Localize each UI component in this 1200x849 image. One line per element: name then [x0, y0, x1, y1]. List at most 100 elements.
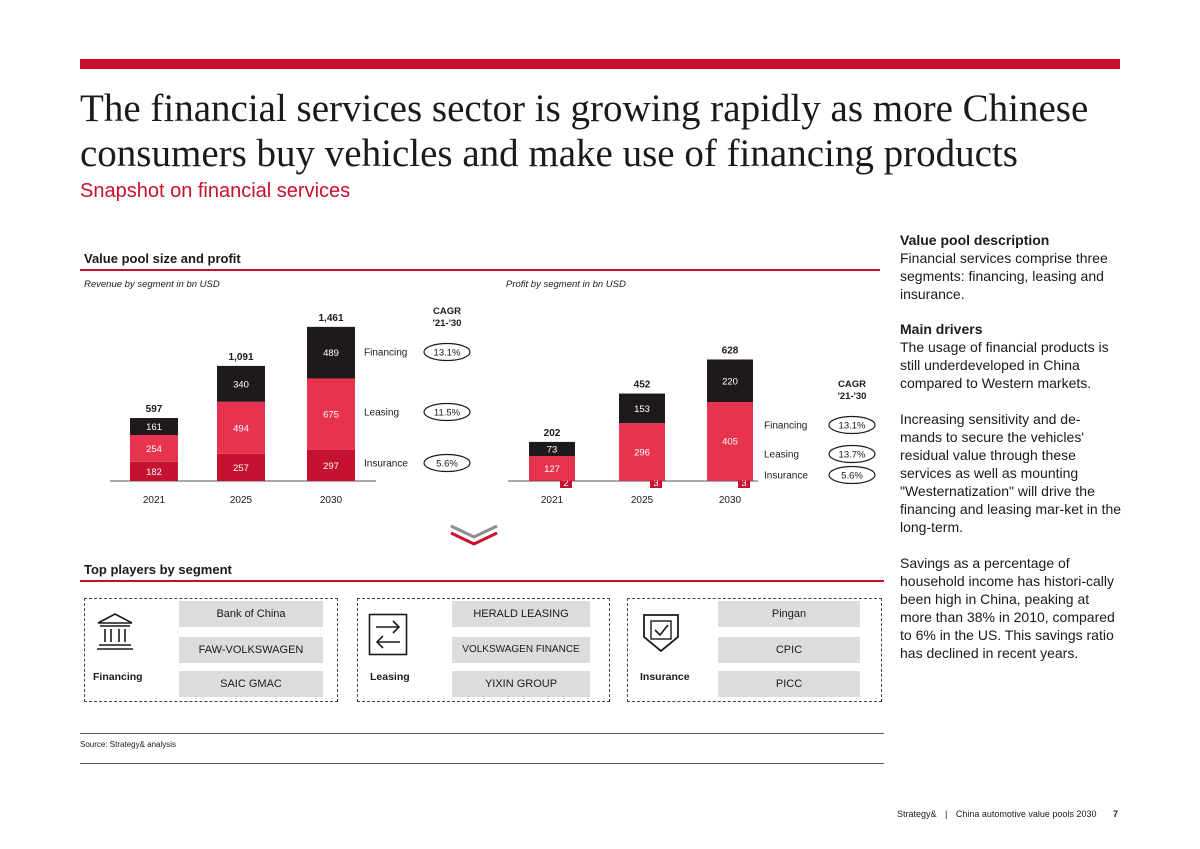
- cagr-oval: [828, 444, 876, 464]
- bar-segment-insurance: [707, 480, 753, 481]
- segment-label-leasing: Leasing: [364, 408, 399, 419]
- bar-value-label: 3: [653, 478, 658, 489]
- revenue-caption: Revenue by segment in bn USD: [84, 279, 220, 290]
- source-rule-top: [80, 733, 884, 734]
- segment-label-leasing: Leasing: [764, 450, 799, 461]
- bar-segment-financing: [619, 393, 665, 424]
- segment-label-financing: Financing: [764, 421, 807, 432]
- segment-label-insurance: Insurance: [364, 459, 408, 470]
- category-label: 2030: [719, 495, 742, 506]
- category-label: 2025: [631, 495, 654, 506]
- category-label: 2025: [230, 495, 253, 506]
- bar-value-label: 489: [323, 348, 339, 359]
- bar-value-label: 73: [547, 444, 558, 455]
- chevron-down-icon: [450, 524, 498, 546]
- small-value-box: [650, 477, 662, 488]
- revenue-chart: 182 254 161 597 2021 257 494 340 1,091 2025 297 675…: [110, 306, 471, 506]
- bar-value-label: 257: [233, 463, 249, 474]
- player-financing-1: Bank of China: [179, 601, 323, 627]
- player-leasing-2: VOLKSWAGEN FINANCE: [452, 637, 590, 663]
- bar-segment-leasing: [529, 456, 575, 481]
- bar-total-label: 1,091: [228, 352, 253, 363]
- main-drivers-paragraph-2: Increasing sensitivity and de-mands to s…: [900, 411, 1122, 535]
- main-drivers-paragraph-3: Savings as a percentage of household inc…: [900, 555, 1115, 661]
- bar-value-label: 2: [563, 478, 568, 489]
- cagr-value: 5.6%: [841, 471, 863, 482]
- bar-value-label: 182: [146, 467, 162, 478]
- cagr-oval: [828, 465, 876, 485]
- sidebar: Value pool description Financial service…: [900, 232, 1122, 662]
- footer-document-title: China automotive value pools 2030: [955, 809, 1097, 819]
- insurance-box: Insurance Pingan CPIC PICC: [627, 598, 882, 702]
- bar-segment-financing: [307, 326, 355, 379]
- category-label: 2021: [541, 495, 564, 506]
- exchange-arrows-icon: [368, 613, 408, 662]
- value-pool-rule: [80, 269, 880, 271]
- cagr-value: 13.7%: [839, 450, 866, 461]
- bar-total-label: 628: [722, 345, 739, 356]
- source-note: Source: Strategy& analysis: [80, 740, 177, 749]
- bar-value-label: 340: [233, 379, 249, 390]
- bar-value-label: 161: [146, 422, 162, 433]
- value-pool-description-heading: Value pool description: [900, 232, 1050, 248]
- bar-segment-insurance: [130, 461, 178, 481]
- bar-segment-leasing: [619, 423, 665, 481]
- bar-segment-leasing: [217, 401, 265, 454]
- bar-total-label: 202: [544, 428, 561, 439]
- page-title: The financial services sector is growing…: [80, 87, 1089, 175]
- small-value-box: [560, 477, 572, 488]
- top-accent-rule: [80, 59, 1120, 69]
- main-drivers-heading: Main drivers: [900, 321, 983, 337]
- bar-value-label: 220: [722, 376, 738, 387]
- main-drivers-paragraph-1: The usage of financial products is still…: [900, 339, 1109, 391]
- bar-segment-insurance: [307, 449, 355, 481]
- player-financing-3: SAIC GMAC: [179, 671, 323, 697]
- cagr-header-years: '21-'30: [838, 391, 867, 402]
- cagr-header: CAGR: [433, 306, 461, 317]
- bar-segment-leasing: [307, 378, 355, 450]
- cagr-header-years: '21-'30: [433, 318, 462, 329]
- bar-value-label: 297: [323, 461, 339, 472]
- bar-value-label: 405: [722, 437, 738, 448]
- player-leasing-3: YIXIN GROUP: [452, 671, 590, 697]
- value-pool-description-text: Financial services comprise three segmen…: [900, 250, 1108, 302]
- bar-total-label: 452: [634, 380, 651, 391]
- category-label: 2030: [320, 495, 343, 506]
- bar-total-label: 1,461: [318, 313, 343, 324]
- bar-value-label: 675: [323, 410, 339, 421]
- footer-separator: |: [945, 809, 948, 819]
- cagr-oval: [828, 415, 876, 435]
- bar-total-label: 597: [146, 404, 163, 415]
- player-insurance-2: CPIC: [718, 637, 860, 663]
- cagr-value: 11.5%: [434, 408, 461, 419]
- bar-value-label: 153: [634, 404, 650, 415]
- bar-value-label: 127: [544, 464, 560, 475]
- cagr-oval: [423, 453, 471, 473]
- player-insurance-1: Pingan: [718, 601, 860, 627]
- cagr-value: 5.6%: [436, 459, 458, 470]
- value-pool-heading: Value pool size and profit: [84, 251, 241, 266]
- bar-segment-financing: [529, 441, 575, 457]
- small-value-box: [738, 477, 750, 488]
- bank-icon: [95, 611, 135, 658]
- bar-segment-financing: [130, 418, 178, 436]
- bar-value-label: 3: [741, 478, 746, 489]
- player-leasing-1: HERALD LEASING: [452, 601, 590, 627]
- bar-segment-insurance: [217, 453, 265, 481]
- cagr-oval: [423, 402, 471, 422]
- players-rule: [80, 580, 884, 582]
- player-insurance-3: PICC: [718, 671, 860, 697]
- financing-label: Financing: [93, 671, 143, 683]
- cagr-value: 13.1%: [434, 348, 461, 359]
- cagr-header: CAGR: [838, 379, 866, 390]
- footer-page-number: 7: [1112, 809, 1118, 819]
- bar-segment-leasing: [130, 435, 178, 462]
- bar-segment-financing: [217, 365, 265, 402]
- cagr-value: 13.1%: [839, 421, 866, 432]
- players-heading: Top players by segment: [84, 562, 232, 577]
- segment-label-insurance: Insurance: [764, 471, 808, 482]
- bar-value-label: 296: [634, 447, 650, 458]
- bar-segment-insurance: [619, 480, 665, 481]
- bar-segment-leasing: [707, 402, 753, 481]
